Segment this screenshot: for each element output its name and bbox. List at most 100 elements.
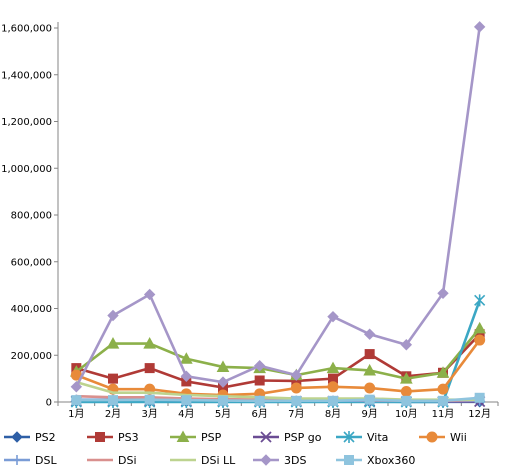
data-point-xbox360 [291,395,302,406]
data-point-ps3 [254,375,265,386]
data-point-psp [326,361,340,374]
y-tick-label: 600,000 [11,257,52,268]
data-point-wii [437,383,449,395]
x-tick-label: 4月 [178,408,194,420]
data-point-psp [179,352,193,364]
legend-marker [260,454,272,466]
data-point-xbox360 [438,395,448,406]
x-tick-label: 2月 [105,408,121,420]
data-point-psp [363,363,377,376]
x-tick-label: 9月 [361,408,377,420]
y-tick-label: 1,600,000 [1,24,52,35]
legend-item-psp: PSP [170,430,222,444]
legend-item-xbox360: Xbox360 [336,454,415,467]
data-point-ps3 [144,363,155,374]
legend-label: PS2 [35,431,56,444]
data-point-xbox360 [108,395,118,406]
legend-item-3ds: 3DS [253,454,306,467]
data-point-xbox360 [474,392,485,403]
data-point-xbox360 [328,395,338,406]
data-point-wii [400,385,412,397]
series-line-vita [76,299,481,404]
data-point-xbox360 [181,395,192,406]
legend-item-ps2: PS2 [4,431,56,444]
legend-label: PS3 [118,431,139,444]
legend-label: PSP [201,431,222,444]
x-tick-label: 7月 [288,408,304,420]
x-tick-label: 1月 [68,408,84,420]
legend-marker [343,431,355,443]
legend-item-psp-go: PSP go [253,431,322,444]
data-point-3ds [180,370,193,382]
axes: 0 200,000 400,000 600,000 800,000 1,000,000 1,… [1,22,499,420]
legend-marker [12,455,22,465]
data-point-3ds [400,339,413,351]
legend-marker [95,432,105,442]
data-point-3ds [290,369,303,381]
legend-label: Vita [367,431,388,444]
legend-marker [11,431,23,443]
data-point-psp [216,360,230,372]
x-tick-label: 3月 [141,408,157,420]
data-point-ps3 [108,373,118,384]
y-tick-label: 0 [46,398,52,409]
data-point-ps3 [364,349,375,360]
legend-item-wii: Wii [419,431,467,444]
data-point-xbox360 [364,394,375,405]
y-tick-label: 1,200,000 [1,117,52,128]
legend-label: Wii [450,431,467,444]
y-tick-label: 1,000,000 [1,164,52,175]
x-tick-label: 8月 [325,408,341,420]
data-point-psp [473,321,487,334]
legend-item-dsi: DSi [87,454,137,467]
data-point-3ds [253,360,266,372]
legend-label: Xbox360 [367,454,415,467]
data-point-vita [474,294,486,307]
legend-marker [426,431,438,443]
legend-item-dsi-ll: DSi LL [170,454,236,467]
data-point-psp [436,366,450,378]
data-point-xbox360 [218,395,228,406]
series-3ds [70,21,486,393]
legend-item-vita: Vita [336,431,388,444]
legend-item-ps3: PS3 [87,431,139,444]
series-xbox360 [71,392,485,406]
data-point-wii [364,382,376,394]
legend-marker [344,455,354,465]
series-layer [69,21,487,408]
legend-label: PSP go [284,431,322,444]
legend-label: 3DS [284,454,306,467]
x-tick-label: 10月 [395,408,418,420]
data-point-xbox360 [254,395,265,406]
legend-label: DSi LL [201,454,236,467]
x-tick-label: 6月 [251,408,267,420]
series-line-ps3 [75,333,481,389]
x-tick-label: 11月 [432,408,455,420]
y-tick-label: 1,400,000 [1,70,52,81]
data-point-xbox360 [71,395,82,406]
series-line-wii [75,339,481,397]
data-point-3ds [473,21,486,33]
data-point-3ds [437,287,449,300]
legend-marker [176,430,190,442]
data-point-xbox360 [144,394,155,405]
data-point-psp [106,337,120,349]
legend: PS2 PS3 PSP PSP go Vita Wii DSL DSi DSi LL 3DS Xbo… [4,430,467,467]
data-point-xbox360 [401,395,412,406]
data-point-wii [290,382,302,394]
data-point-psp [399,372,413,384]
series-line-xbox360 [76,396,480,403]
data-point-3ds [143,288,156,301]
legend-marker [260,431,272,443]
y-tick-label: 400,000 [11,304,52,315]
data-point-psp [143,337,157,349]
data-point-wii [474,334,486,346]
data-point-3ds [70,381,83,393]
data-point-3ds [363,328,376,340]
series-ps3 [71,329,485,393]
data-point-wii [327,381,339,393]
data-point-3ds [217,376,229,388]
x-tick-label: 12月 [468,408,491,420]
x-tick-label: 5月 [215,408,231,420]
